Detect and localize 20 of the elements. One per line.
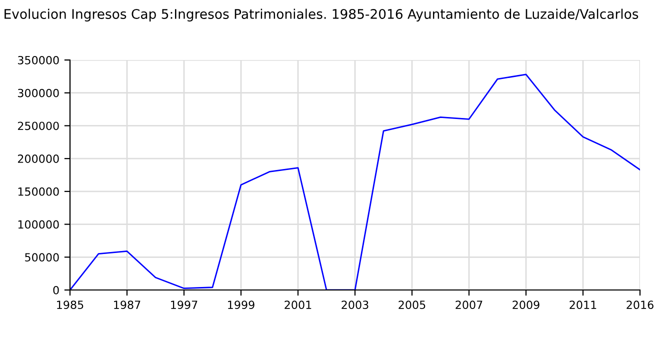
x-tick-label: 1985 (57, 300, 84, 310)
x-tick-label: 1997 (171, 300, 198, 310)
y-tick-label: 150000 (18, 187, 59, 196)
x-tick-label: 2001 (284, 300, 312, 310)
x-tick-label: 2003 (342, 300, 368, 310)
y-tick-label: 350000 (18, 56, 59, 64)
y-tick-label: 50000 (25, 253, 59, 262)
y-tick-label: 250000 (18, 122, 59, 130)
x-tick-label: 2016 (626, 300, 654, 310)
y-tick-label: 200000 (18, 154, 59, 163)
x-tick-label: 1987 (114, 300, 140, 310)
x-tick-label: 2005 (398, 300, 426, 310)
x-tick-label: 1999 (228, 300, 254, 310)
x-tick-label: 2009 (512, 300, 540, 310)
x-tick-label: 2007 (456, 300, 482, 310)
chart-title: Evolucion Ingresos Cap 5:Ingresos Patrimoniales. 1985-2016 Ayuntamiento de Luzaide/Valcarlos (4, 8, 638, 22)
y-tick-label: 100000 (18, 220, 59, 229)
y-tick-label: 300000 (18, 88, 59, 98)
x-tick-label: 2011 (570, 300, 596, 310)
y-tick-label: 0 (53, 286, 59, 294)
